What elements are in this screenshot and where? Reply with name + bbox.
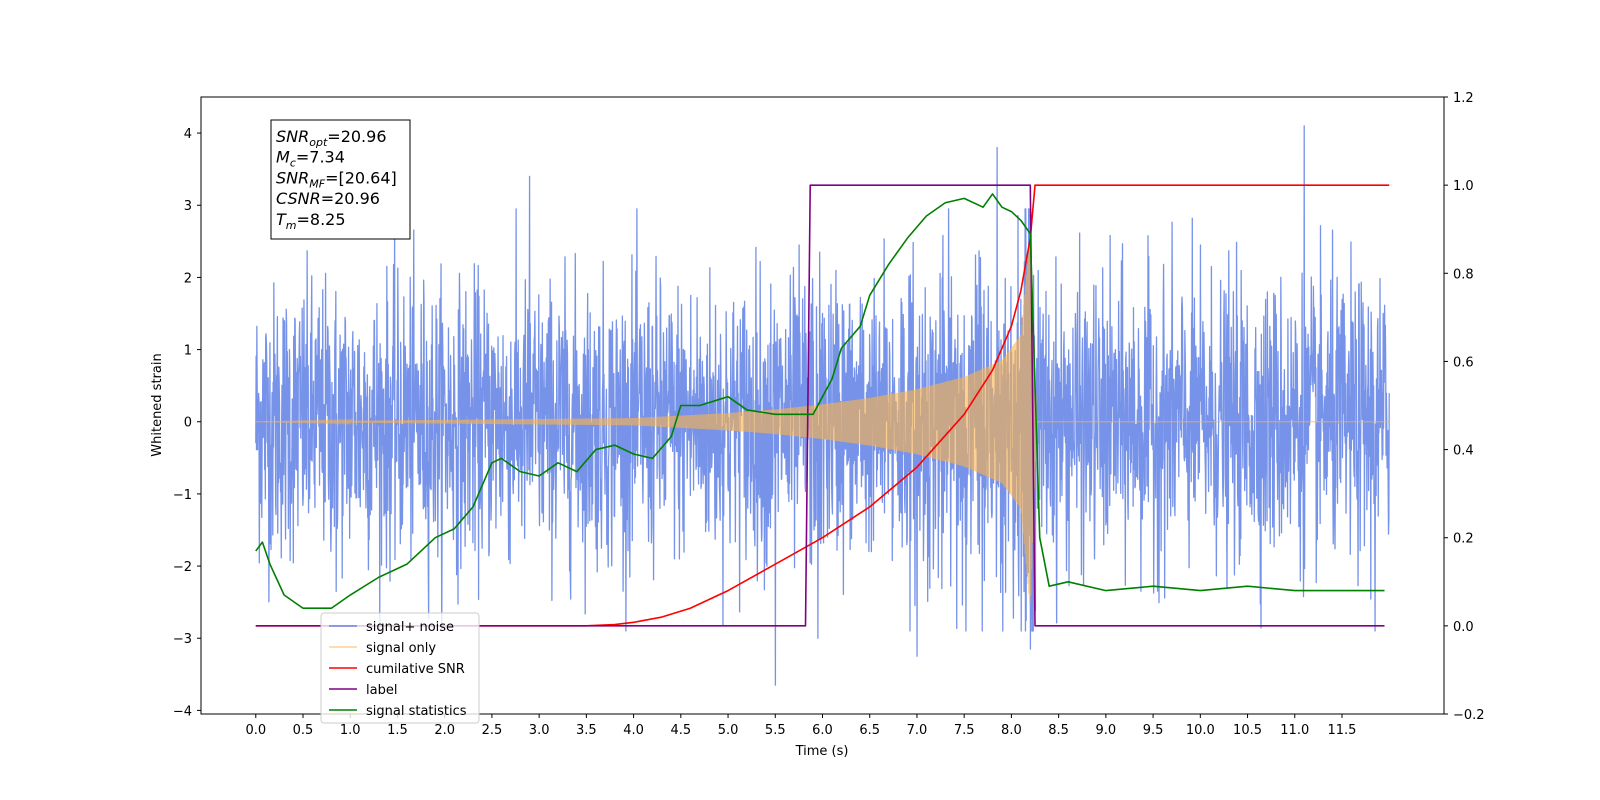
series-signal-plus-noise <box>255 125 1390 686</box>
x-tick-label: 9.0 <box>1096 723 1117 738</box>
x-axis-label: Time (s) <box>795 744 849 759</box>
x-tick-label: 5.0 <box>718 723 739 738</box>
info-box-frame <box>270 119 411 240</box>
y-left-tick-label: 3 <box>184 199 192 214</box>
x-tick-label: 10.0 <box>1186 723 1215 738</box>
info-line-symbol: SNR <box>276 168 309 187</box>
info-line-subscript: opt <box>309 136 328 149</box>
x-tick-label: 8.0 <box>1001 723 1022 738</box>
x-tick-label: 6.0 <box>812 723 833 738</box>
y-right-tick-label: 0.2 <box>1453 532 1474 547</box>
y-left-tick-label: 0 <box>184 416 192 431</box>
x-tick-label: 1.0 <box>340 723 361 738</box>
y-right-tick-label: 0.4 <box>1453 444 1474 459</box>
info-line-subscript: MF <box>309 177 325 190</box>
y-left-tick-label: 4 <box>184 127 192 142</box>
y-right-tick-label: −0.2 <box>1453 708 1485 723</box>
info-line: Tm=8.25 <box>276 210 346 232</box>
info-line: SNRopt=20.96 <box>276 127 387 149</box>
y-axis-left-ticks: 4 3 2 1 0 −1 −2 −3 −4 <box>173 127 201 719</box>
x-tick-label: 2.0 <box>434 723 455 738</box>
y-axis-right-ticks: 1.2 1.0 0.8 0.6 0.4 0.2 0.0 −0.2 <box>1444 91 1485 723</box>
series-label <box>255 184 1385 627</box>
x-tick-label: 11.5 <box>1328 723 1357 738</box>
x-tick-label: 3.0 <box>529 723 550 738</box>
info-line-subscript: c <box>290 157 296 170</box>
x-tick-label: 3.5 <box>576 723 597 738</box>
info-line-symbol: CSNR <box>276 189 321 208</box>
x-tick-label: 0.5 <box>293 723 314 738</box>
legend-frame <box>320 612 480 724</box>
legend-label: signal+ noise <box>366 620 454 635</box>
legend: signal+ noise signal only cumilative SNR la… <box>320 612 480 724</box>
y-axis-label: Whitened strain <box>150 353 165 456</box>
info-line-symbol: SNR <box>276 127 309 146</box>
y-right-tick-label: 0.8 <box>1453 267 1474 282</box>
y-left-tick-label: −4 <box>173 704 192 719</box>
series-signal-statistics <box>255 193 1385 610</box>
info-annotation-box: SNRopt=20.96Mc=7.34SNRMF=[20.64]CSNR=20.… <box>270 119 411 240</box>
x-tick-label: 4.0 <box>623 723 644 738</box>
x-tick-label: 10.5 <box>1233 723 1262 738</box>
x-tick-label: 2.5 <box>482 723 503 738</box>
x-tick-label: 7.0 <box>907 723 928 738</box>
x-axis-ticks: 0.0 0.5 1.0 1.5 2.0 2.5 3.0 3.5 4.0 4.5 5.0 5.5 6.0 6… <box>245 714 1356 738</box>
info-line-value: =[20.64] <box>325 168 397 187</box>
x-tick-label: 0.0 <box>245 723 266 738</box>
y-left-tick-label: −2 <box>173 560 192 575</box>
info-line: CSNR=20.96 <box>276 189 380 208</box>
info-line: SNRMF=[20.64] <box>276 168 397 190</box>
x-tick-label: 4.5 <box>670 723 691 738</box>
info-line: Mc=7.34 <box>276 148 345 170</box>
y-right-tick-label: 1.2 <box>1453 91 1474 106</box>
x-tick-label: 9.5 <box>1143 723 1164 738</box>
info-line-symbol: M <box>276 148 290 167</box>
legend-label: label <box>366 683 397 698</box>
info-line-value: =20.96 <box>327 127 386 146</box>
y-right-tick-label: 1.0 <box>1453 179 1474 194</box>
x-tick-label: 5.5 <box>765 723 786 738</box>
info-line-value: =7.34 <box>296 148 345 167</box>
series-signal-only <box>255 234 1390 605</box>
y-left-tick-label: 1 <box>184 344 192 359</box>
series-layer <box>255 125 1390 686</box>
y-left-tick-label: 2 <box>184 271 192 286</box>
y-left-tick-label: −1 <box>173 488 192 503</box>
x-tick-label: 6.5 <box>859 723 880 738</box>
info-line-value: =20.96 <box>321 189 380 208</box>
legend-label: signal statistics <box>366 704 467 719</box>
y-right-tick-label: 0.0 <box>1453 620 1474 635</box>
y-left-tick-label: −3 <box>173 632 192 647</box>
x-tick-label: 1.5 <box>387 723 408 738</box>
info-line-subscript: m <box>286 219 297 232</box>
x-tick-label: 11.0 <box>1280 723 1309 738</box>
legend-label: signal only <box>366 641 436 656</box>
y-right-tick-label: 0.6 <box>1453 355 1474 370</box>
x-tick-label: 8.5 <box>1048 723 1069 738</box>
info-line-symbol: T <box>276 210 287 229</box>
x-tick-label: 7.5 <box>954 723 975 738</box>
legend-label: cumilative SNR <box>366 662 465 677</box>
info-line-value: =8.25 <box>297 210 346 229</box>
